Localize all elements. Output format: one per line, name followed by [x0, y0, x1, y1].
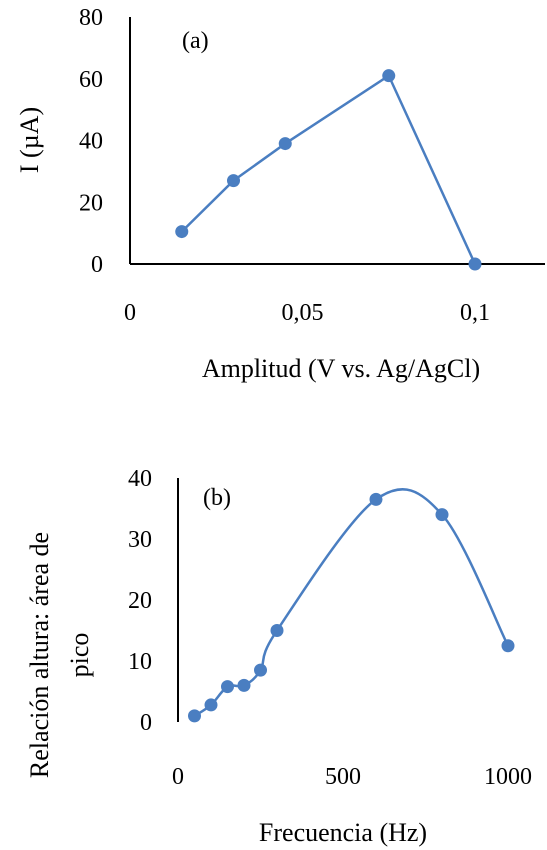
- panel-a-points: [175, 69, 482, 271]
- y-tick-label: 40: [79, 129, 103, 155]
- panel-a-series-line: [180, 73, 477, 265]
- panel-b: (b) 0 10 20 30 40 0 500 1000 Frecuencia (Hz) R…: [25, 466, 532, 847]
- data-point: [175, 225, 189, 239]
- panel-b-y-axis-label-line-1: Relación altura: área de: [25, 532, 54, 778]
- data-point: [369, 492, 383, 506]
- data-point: [501, 639, 515, 653]
- panel-a-x-tick-labels: 0 0,05 0,1: [124, 300, 490, 326]
- x-tick-label: 500: [325, 764, 361, 790]
- y-tick-label: 60: [79, 67, 103, 93]
- data-point: [221, 680, 234, 694]
- y-tick-label: 0: [140, 710, 152, 736]
- x-tick-label: 0,1: [460, 300, 490, 326]
- y-tick-label: 80: [79, 5, 103, 31]
- y-tick-label: 10: [128, 649, 152, 675]
- panel-b-x-axis-label: Frecuencia (Hz): [259, 818, 427, 847]
- x-tick-label: 0: [124, 300, 136, 326]
- y-tick-label: 20: [128, 588, 152, 614]
- panel-b-x-tick-labels: 0 500 1000: [172, 764, 532, 790]
- data-point: [468, 257, 482, 271]
- data-point: [270, 624, 284, 637]
- panel-a-x-axis-label: Amplitud (V vs. Ag/AgCl): [202, 354, 480, 383]
- y-tick-label: 0: [91, 252, 103, 278]
- data-point: [254, 663, 267, 677]
- x-tick-label: 1000: [484, 764, 532, 790]
- data-point: [188, 709, 201, 723]
- panel-a: (a) 0 20 40 60 80 0 0,05 0,1 Amplitud (V vs. A…: [15, 5, 545, 383]
- y-tick-label: 20: [79, 190, 103, 216]
- panel-b-points: [188, 492, 515, 723]
- y-tick-label: 30: [128, 527, 152, 553]
- panel-b-label: (b): [203, 485, 231, 511]
- data-point: [237, 678, 251, 692]
- data-point: [227, 174, 240, 188]
- panel-a-label: (a): [182, 28, 209, 54]
- x-tick-label: 0: [172, 764, 184, 790]
- data-point: [382, 69, 396, 83]
- panel-a-y-tick-labels: 0 20 40 60 80: [79, 5, 103, 278]
- data-point: [435, 508, 449, 522]
- panel-b-y-tick-labels: 0 10 20 30 40: [128, 466, 152, 736]
- data-point: [204, 698, 218, 712]
- panel-b-y-axis-label-line-2: pico: [65, 633, 94, 678]
- x-tick-label: 0,05: [282, 300, 324, 326]
- data-point: [278, 137, 292, 151]
- panel-a-y-axis-label: I (µA): [15, 107, 44, 173]
- y-tick-label: 40: [128, 466, 152, 492]
